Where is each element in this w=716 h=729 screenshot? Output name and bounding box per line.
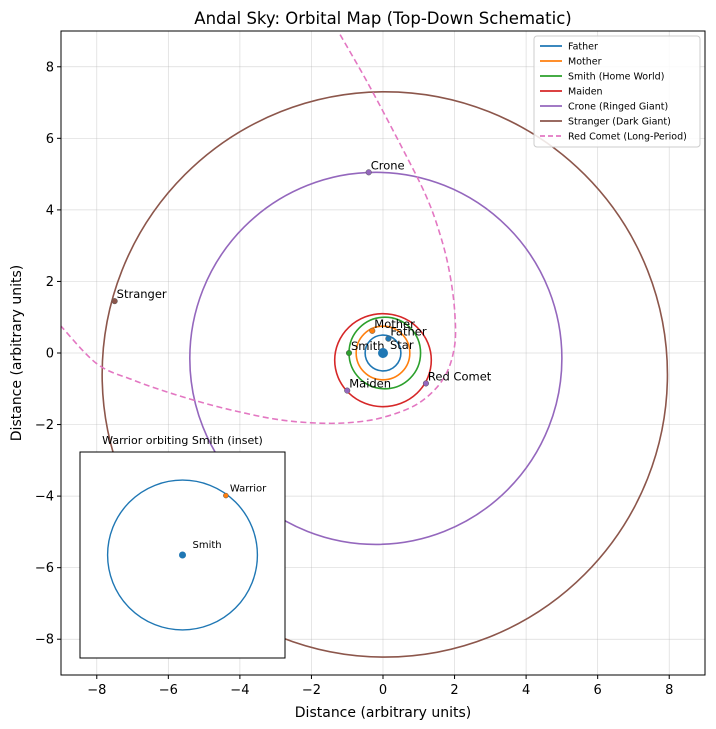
legend-entry: Maiden [568, 87, 603, 98]
orbit-stranger [101, 91, 669, 658]
orbit-crone [189, 171, 563, 546]
legend: Father Mother Smith (Home World) Maiden Cron… [533, 35, 701, 148]
legend-entry: Red Comet (Long-Period) [568, 132, 687, 143]
star-point [378, 348, 388, 358]
smith-point [345, 349, 353, 357]
orbit-maiden [333, 312, 433, 408]
legend-box [533, 35, 701, 148]
x-tick-label: −6 [159, 683, 178, 698]
smith-label: Smith [351, 339, 385, 353]
legend-entry: Father [568, 42, 598, 53]
y-tick-label: 6 [46, 132, 54, 147]
x-axis-label: Distance (arbitrary units) [295, 705, 471, 721]
star-label: Star [390, 338, 414, 352]
x-tick-label: 8 [665, 683, 673, 698]
inset-warrior-label: Warrior [230, 484, 267, 495]
x-tick-label: −4 [230, 683, 249, 698]
father-point [385, 335, 392, 342]
stranger-point [111, 298, 118, 305]
inset-smith-point [179, 551, 186, 559]
orbit-father [364, 334, 402, 372]
crone-point [365, 169, 372, 176]
legend-entry: Mother [568, 57, 602, 68]
stranger-label: Stranger [117, 287, 167, 301]
x-tick-label: −8 [87, 683, 106, 698]
inset-title: Warrior orbiting Smith (inset) [102, 434, 263, 447]
y-tick-label: −8 [35, 633, 54, 648]
y-tick-label: 0 [46, 347, 54, 362]
legend-entry: Smith (Home World) [568, 72, 664, 83]
inset-panel: Warrior orbiting Smith (inset) Smith Warri… [79, 434, 286, 659]
y-tick-label: −6 [35, 561, 54, 576]
mother-point [369, 327, 376, 334]
y-tick-label: −4 [35, 490, 54, 505]
y-tick-label: −2 [35, 418, 54, 433]
comet-path [61, 34, 457, 425]
legend-entry: Crone (Ringed Giant) [568, 102, 668, 113]
father-label: Father [390, 325, 426, 339]
y-tick-label: 2 [46, 275, 54, 290]
x-tick-label: 0 [379, 683, 387, 698]
y-axis-label: Distance (arbitrary units) [9, 265, 25, 441]
chart-title: Andal Sky: Orbital Map (Top-Down Schemat… [194, 9, 571, 28]
maiden-point [344, 387, 351, 394]
crone-label: Crone [371, 158, 405, 172]
y-tick-label: 8 [46, 60, 54, 75]
x-tick-label: 4 [522, 683, 530, 698]
x-tick-label: 2 [450, 683, 458, 698]
plot-content: FatherMotherSmithMaidenCroneStrangerRed … [61, 34, 669, 658]
inset-smith-label: Smith [193, 540, 222, 551]
y-tick-label: 4 [46, 203, 54, 218]
inset-warrior-point [223, 492, 229, 499]
red-comet-label: Red Comet [428, 369, 492, 383]
mother-label: Mother [374, 317, 415, 331]
x-tick-label: −2 [302, 683, 321, 698]
legend-entry: Stranger (Dark Giant) [568, 117, 671, 128]
orbit-mother [355, 325, 411, 381]
maiden-label: Maiden [349, 377, 391, 391]
x-tick-label: 6 [594, 683, 602, 698]
red-comet-point [422, 380, 429, 387]
inset-orbit [106, 479, 259, 631]
